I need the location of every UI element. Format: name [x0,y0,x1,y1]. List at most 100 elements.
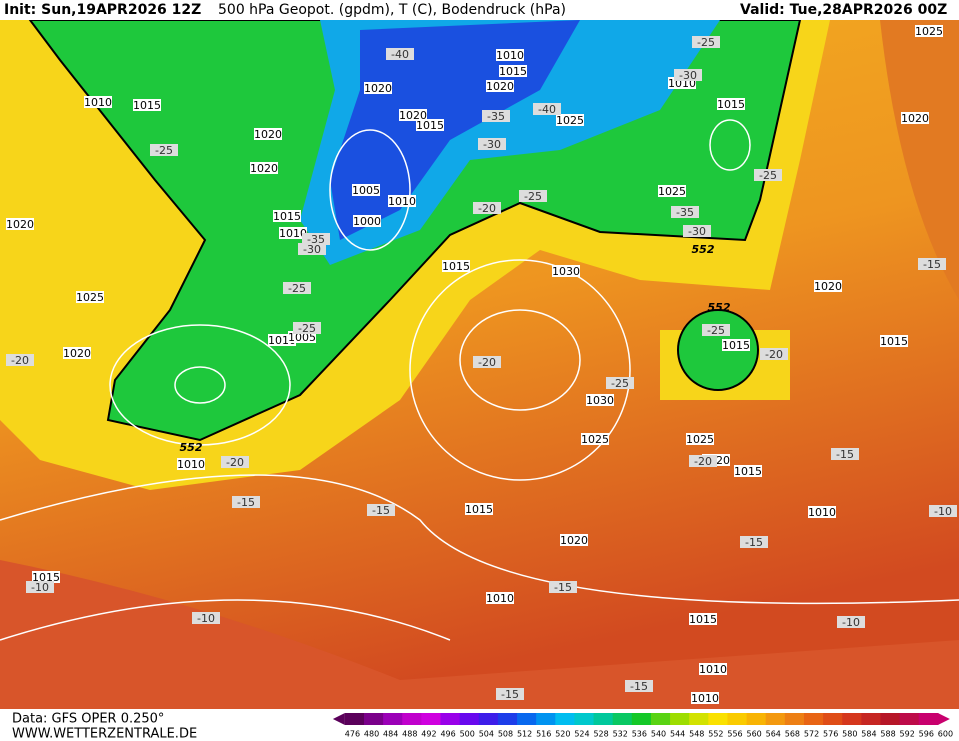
pressure-label-box [560,534,588,546]
pressure-label: 1015 [717,98,745,111]
temperature-label: -20 [694,455,712,468]
colorbar-label: 528 [593,730,608,739]
pressure-label-box [486,592,514,604]
pressure-label-box [177,458,205,470]
pressure-label-box [717,98,745,110]
temperature-label: -20 [765,348,783,361]
colorbar-arrow [937,713,950,725]
colorbar-label: 576 [823,730,838,739]
colorbar-cell [670,713,690,725]
pressure-label: 1030 [552,265,580,278]
colorbar-label: 484 [383,730,398,739]
init-time: Init: Sun,19APR2026 12Z [4,2,201,18]
pressure-label: 1010 [177,458,205,471]
pressure-label-box [279,227,307,239]
colorbar-cell [440,713,461,725]
pressure-label: 1015 [689,613,717,626]
temperature-label: -30 [688,225,706,238]
colorbar-label: 504 [479,730,494,739]
colorbar-label: 524 [574,730,589,739]
colorbar-cell [631,713,652,725]
colorbar-cell [765,713,786,725]
warm-region [880,20,959,300]
pressure-label: 1025 [686,433,714,446]
pressure-label-box [6,218,34,230]
colorbar-cell [842,713,862,725]
temperature-label-box [473,202,501,214]
colorbar-cell [803,713,824,725]
pressure-label-box [254,128,282,140]
temperature-label: -35 [676,206,694,219]
pressure-label-box [699,663,727,675]
temperature-label-box [929,505,957,517]
colorbar-cell [478,713,499,725]
temperature-label: -35 [307,233,325,246]
colorbar-cell [536,713,556,725]
colorbar-label: 496 [440,730,455,739]
temperature-label-box [674,69,702,81]
temperature-label: -10 [934,505,952,518]
pressure-label-box [388,195,416,207]
pressure-label-box [76,291,104,303]
pressure-label: 1030 [586,394,614,407]
temperature-label-box [702,324,730,336]
pressure-label: 1015 [465,503,493,516]
pressure-label: 1010 [84,96,112,109]
temperature-label-box [386,48,414,60]
temperature-label-box [298,243,326,255]
temperature-label: -15 [372,504,390,517]
temperature-label: -25 [707,324,725,337]
pressure-label: 1015 [32,571,60,584]
pressure-label: 1025 [76,291,104,304]
colorbar-cell [746,713,767,725]
pressure-label-box [353,215,381,227]
pressure-label: 1020 [560,534,588,547]
colorbar-cell [421,713,442,725]
temperature-label-box [496,688,524,700]
colorbar-label: 560 [747,730,762,739]
pressure-label-box [552,265,580,277]
pressure-label: 1020 [63,347,91,360]
pressure-label-box [586,394,614,406]
temperature-label: -40 [391,48,409,61]
temperature-label: -15 [923,258,941,271]
temperature-label-box [478,138,506,150]
temperature-label: -30 [679,69,697,82]
temperature-label: -10 [31,581,49,594]
pressure-label: 1010 [496,49,524,62]
pressure-label: 1020 [486,80,514,93]
colorbar-cell [593,713,614,725]
website: WWW.WETTERZENTRALE.DE [12,727,197,741]
pressure-label-box [352,184,380,196]
temperature-label: -40 [538,103,556,116]
temperature-label: -25 [288,282,306,295]
temperature-label: -20 [478,356,496,369]
temperature-label-box [482,110,510,122]
temperature-label-box [606,377,634,389]
colorbar-label: 588 [880,730,895,739]
colorbar-cell [784,713,805,725]
pressure-label-box [32,571,60,583]
colorbar-label: 592 [900,730,915,739]
pressure-label: 1015 [722,339,750,352]
pressure-label-box [686,433,714,445]
colorbar-cell [650,713,671,725]
pressure-label-box [416,119,444,131]
pressure-label: 1010 [699,663,727,676]
pressure-label: 1010 [388,195,416,208]
colorbar-cell [517,713,537,725]
temperature-label-box [671,206,699,218]
pressure-label-box [499,65,527,77]
data-source: Data: GFS OPER 0.250° [12,712,164,727]
pressure-label-box [250,162,278,174]
temperature-label-box [367,504,395,516]
temperature-label: -25 [155,144,173,157]
map-title: 500 hPa Geopot. (gpdm), T (C), Bodendruc… [218,2,566,18]
pressure-label-box [880,335,908,347]
temperature-label-box [533,103,561,115]
pressure-label: 1005 [288,331,316,344]
pressure-label-box [364,82,392,94]
pressure-label: 1015 [734,465,762,478]
colorbar-arrow [332,713,345,725]
